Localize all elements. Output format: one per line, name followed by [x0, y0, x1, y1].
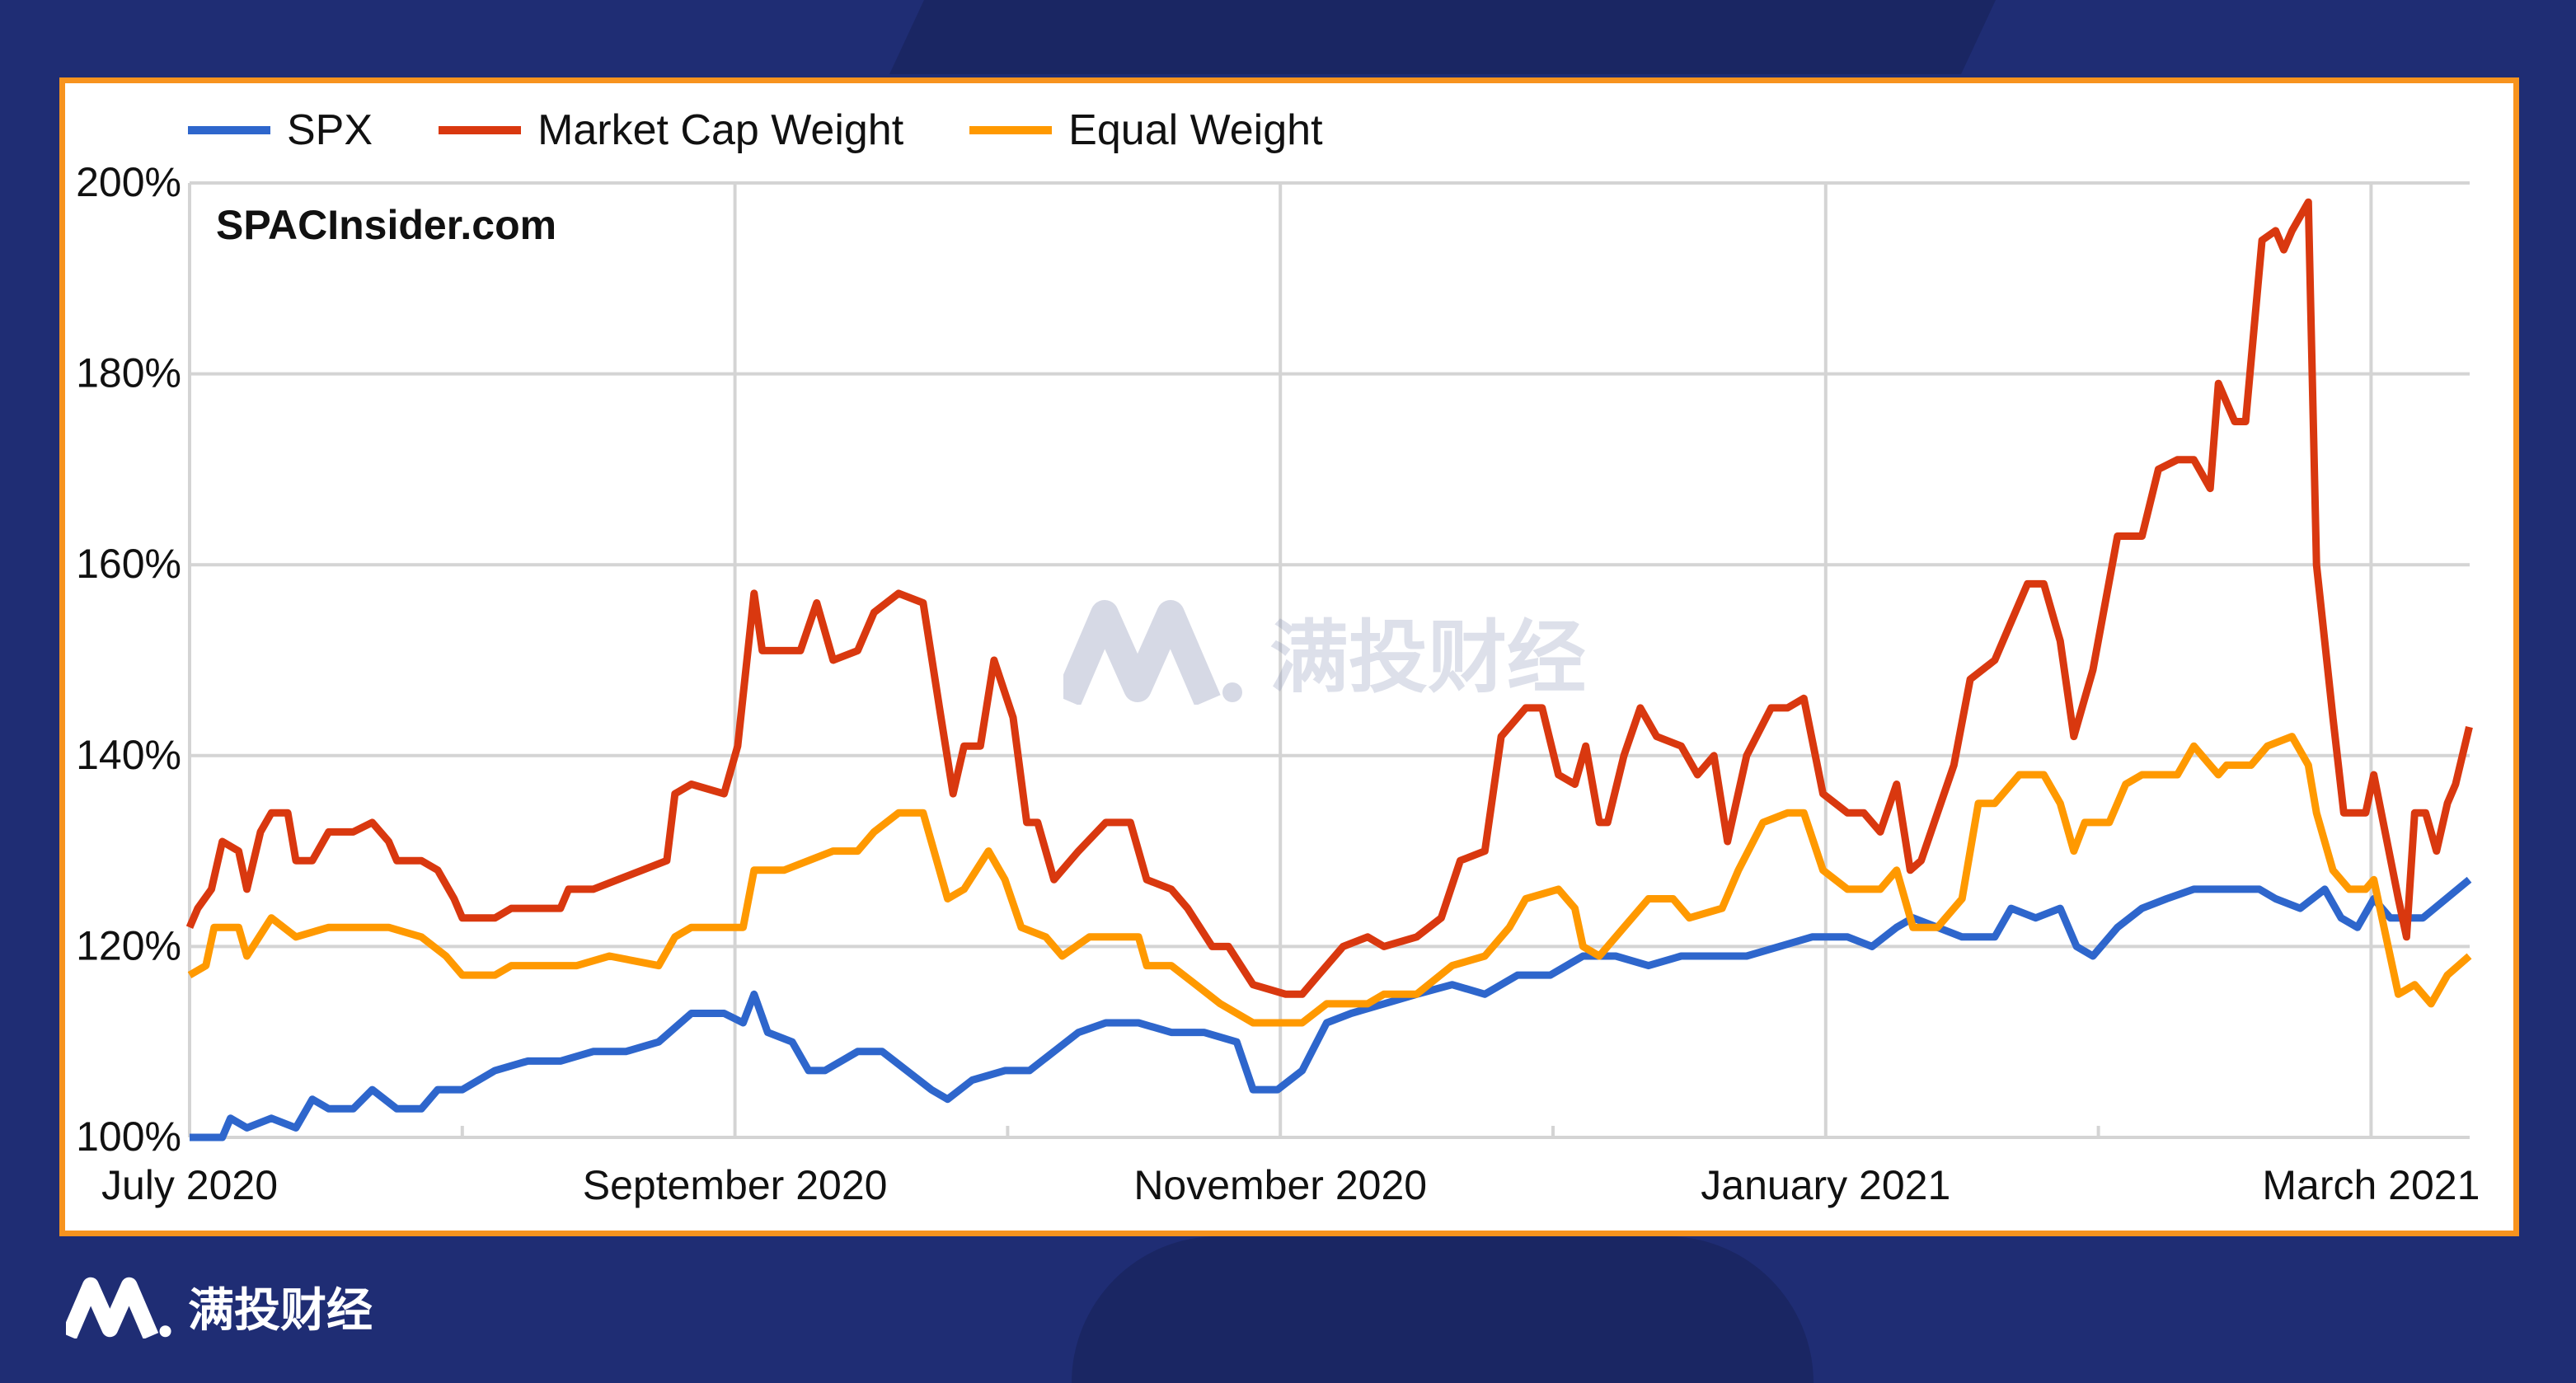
legend-item-equal-weight: Equal Weight: [969, 105, 1323, 155]
x-tick-label: July 2020: [101, 1162, 278, 1208]
logo-icon: [1063, 599, 1242, 705]
series-line-equal: [187, 733, 2472, 1027]
logo-icon: [66, 1277, 171, 1338]
footer-logo-text: 满投财经: [188, 1284, 373, 1336]
legend-label: SPX: [287, 106, 373, 154]
legend: SPX Market Cap Weight Equal Weight: [188, 105, 1323, 155]
series-line-market_cap: [185, 198, 2473, 998]
background-shape: [1072, 1236, 1814, 1383]
watermark: 满投财经: [1063, 593, 1586, 708]
chart-frame: [59, 77, 2519, 1236]
y-tick-label: 160%: [76, 541, 181, 587]
y-tick-label: 120%: [76, 922, 181, 968]
x-tick-label: September 2020: [583, 1162, 888, 1208]
y-tick-label: 140%: [76, 732, 181, 778]
y-tick-label: 180%: [76, 350, 181, 396]
legend-swatch-equal: [969, 126, 1053, 134]
x-tick-label: November 2020: [1133, 1162, 1427, 1208]
source-label: SPACInsider.com: [216, 202, 557, 248]
legend-swatch-spx: [188, 126, 270, 134]
legend-label: Market Cap Weight: [537, 106, 904, 154]
y-tick-label: 100%: [76, 1113, 181, 1160]
legend-item-spx: SPX: [188, 105, 373, 155]
legend-swatch-market-cap: [439, 126, 522, 134]
watermark-text: 满投财经: [1269, 614, 1586, 702]
legend-item-market-cap-weight: Market Cap Weight: [439, 105, 903, 155]
x-tick-label: March 2021: [2262, 1162, 2480, 1208]
legend-label: Equal Weight: [1068, 106, 1323, 154]
footer-logo: 满投财经: [66, 1273, 373, 1340]
y-tick-label: 200%: [76, 159, 181, 205]
x-tick-label: January 2021: [1701, 1162, 1950, 1208]
series-line-spx: [190, 876, 2472, 1142]
